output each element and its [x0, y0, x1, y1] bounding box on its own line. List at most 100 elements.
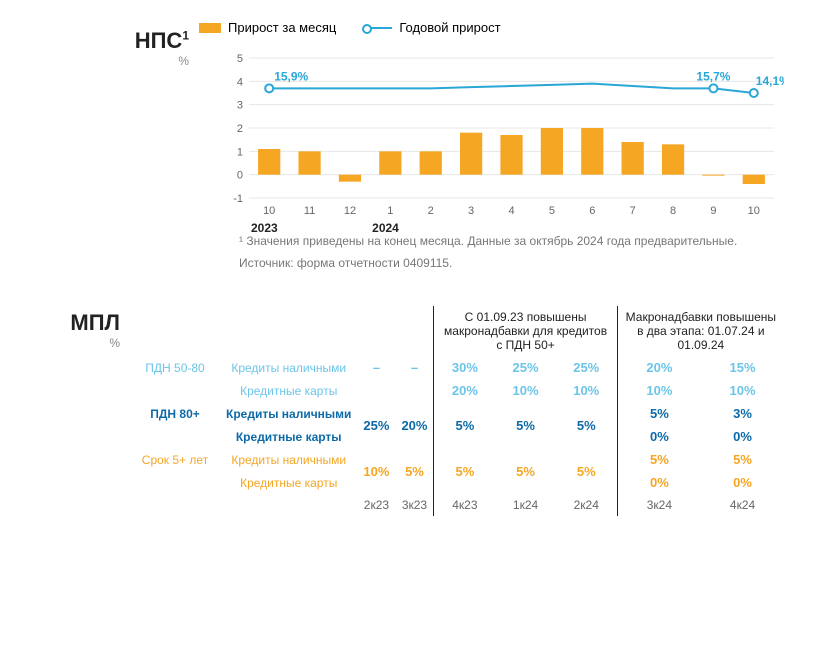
period-label: 1к24: [495, 494, 556, 516]
svg-text:7: 7: [630, 205, 636, 217]
table-cell: 25%: [556, 356, 617, 379]
period-label: 3к23: [395, 494, 434, 516]
footnote-2: Источник: форма отчетности 0409115.: [239, 255, 759, 271]
svg-text:10: 10: [748, 205, 760, 217]
table-cell: 5%: [617, 448, 701, 471]
svg-text:2: 2: [237, 123, 243, 135]
nps-title-block: НПС1 %: [30, 20, 199, 271]
period-label: 2к24: [556, 494, 617, 516]
lbl-cash: Кредиты наличными: [220, 356, 357, 379]
table-cell: 5%: [434, 448, 495, 494]
mpl-group2-header: Макронадбавки повышены в два этапа: 01.0…: [617, 306, 784, 356]
bar-swatch-icon: [199, 23, 221, 33]
svg-text:-1: -1: [233, 193, 243, 205]
row-pdn5080-cards: Кредитные карты 20% 10% 10% 10% 10%: [130, 379, 784, 402]
nps-section: НПС1 % Прирост за месяц Годовой прирост …: [30, 20, 784, 271]
table-cell: [395, 379, 434, 402]
table-cell: 20%: [617, 356, 701, 379]
svg-text:2024: 2024: [372, 221, 399, 235]
svg-text:4: 4: [508, 205, 514, 217]
table-cell: 5%: [556, 448, 617, 494]
table-cell: 0%: [701, 425, 784, 448]
svg-text:9: 9: [710, 205, 716, 217]
period-label: 3к24: [617, 494, 701, 516]
table-cell: [357, 379, 395, 402]
row-pdn5080-cash: ПДН 50-80 Кредиты наличными – – 30% 25% …: [130, 356, 784, 379]
svg-text:6: 6: [589, 205, 595, 217]
legend-bar-label: Прирост за месяц: [228, 20, 336, 35]
svg-text:10: 10: [263, 205, 275, 217]
table-cell: 25%: [495, 356, 556, 379]
svg-text:1: 1: [237, 146, 243, 158]
table-cell: 5%: [495, 448, 556, 494]
cat-pdn5080: ПДН 50-80: [130, 356, 220, 379]
row-term5-cash: Срок 5+ лет Кредиты наличными 10% 5% 5% …: [130, 448, 784, 471]
table-cell: 15%: [701, 356, 784, 379]
mpl-table-wrap: С 01.09.23 повышены макронадбавки для кр…: [130, 306, 784, 516]
table-cell: –: [357, 356, 395, 379]
mpl-unit: %: [30, 336, 120, 350]
nps-unit: %: [30, 54, 189, 68]
mpl-title: МПЛ: [30, 310, 120, 336]
svg-text:15,9%: 15,9%: [274, 69, 308, 83]
lbl-cash: Кредиты наличными: [220, 448, 357, 471]
nps-chart: -101234515,9%15,7%14,1%10111212345678910…: [224, 43, 784, 213]
svg-text:0: 0: [237, 170, 243, 182]
table-cell: 20%: [395, 402, 434, 448]
table-cell: 25%: [357, 402, 395, 448]
table-cell: 5%: [701, 448, 784, 471]
table-cell: 10%: [556, 379, 617, 402]
mpl-table: С 01.09.23 повышены макронадбавки для кр…: [130, 306, 784, 516]
cat-term5: Срок 5+ лет: [130, 448, 220, 471]
legend-bar: Прирост за месяц: [199, 20, 336, 35]
table-cell: 5%: [434, 402, 495, 448]
table-cell: 0%: [617, 471, 701, 494]
row-pdn80-cash: ПДН 80+ Кредиты наличными 25% 20% 5% 5% …: [130, 402, 784, 425]
mpl-header-row: С 01.09.23 повышены макронадбавки для кр…: [130, 306, 784, 356]
mpl-title-block: МПЛ %: [30, 306, 130, 516]
legend-line-label: Годовой прирост: [399, 20, 500, 35]
lbl-cards: Кредитные карты: [220, 471, 357, 494]
lbl-cards: Кредитные карты: [220, 379, 357, 402]
line-swatch-icon: [366, 27, 392, 29]
table-cell: 5%: [617, 402, 701, 425]
table-cell: 3%: [701, 402, 784, 425]
svg-text:12: 12: [344, 205, 356, 217]
period-label: 4к23: [434, 494, 495, 516]
table-cell: 5%: [395, 448, 434, 494]
table-cell: –: [395, 356, 434, 379]
table-cell: 10%: [357, 448, 395, 494]
period-label: 2к23: [357, 494, 395, 516]
table-cell: 5%: [495, 402, 556, 448]
table-cell: 10%: [617, 379, 701, 402]
cat-pdn80: ПДН 80+: [130, 402, 220, 425]
svg-text:1: 1: [387, 205, 393, 217]
table-cell: 30%: [434, 356, 495, 379]
table-cell: 10%: [495, 379, 556, 402]
table-cell: 5%: [556, 402, 617, 448]
svg-text:4: 4: [237, 76, 243, 88]
table-cell: 0%: [617, 425, 701, 448]
nps-legend: Прирост за месяц Годовой прирост: [199, 20, 784, 35]
table-cell: 0%: [701, 471, 784, 494]
lbl-cards: Кредитные карты: [220, 425, 357, 448]
nps-chart-column: Прирост за месяц Годовой прирост -101234…: [199, 20, 784, 271]
svg-text:15,7%: 15,7%: [696, 69, 730, 83]
svg-text:14,1%: 14,1%: [756, 74, 784, 88]
table-cell: 20%: [434, 379, 495, 402]
mpl-periods-row: 2к23 3к23 4к23 1к24 2к24 3к24 4к24: [130, 494, 784, 516]
legend-line: Годовой прирост: [366, 20, 500, 35]
lbl-cash: Кредиты наличными: [220, 402, 357, 425]
mpl-section: МПЛ % С 01.09.23 повышены макронадбавки …: [30, 306, 784, 516]
svg-text:11: 11: [304, 205, 315, 217]
svg-text:8: 8: [670, 205, 676, 217]
table-cell: 10%: [701, 379, 784, 402]
svg-text:2023: 2023: [251, 221, 278, 235]
period-label: 4к24: [701, 494, 784, 516]
nps-title: НПС1: [30, 28, 189, 54]
svg-text:5: 5: [237, 53, 243, 65]
svg-text:3: 3: [237, 100, 243, 112]
svg-text:3: 3: [468, 205, 474, 217]
nps-svg: -101234515,9%15,7%14,1%10111212345678910…: [224, 43, 784, 243]
svg-text:2: 2: [428, 205, 434, 217]
